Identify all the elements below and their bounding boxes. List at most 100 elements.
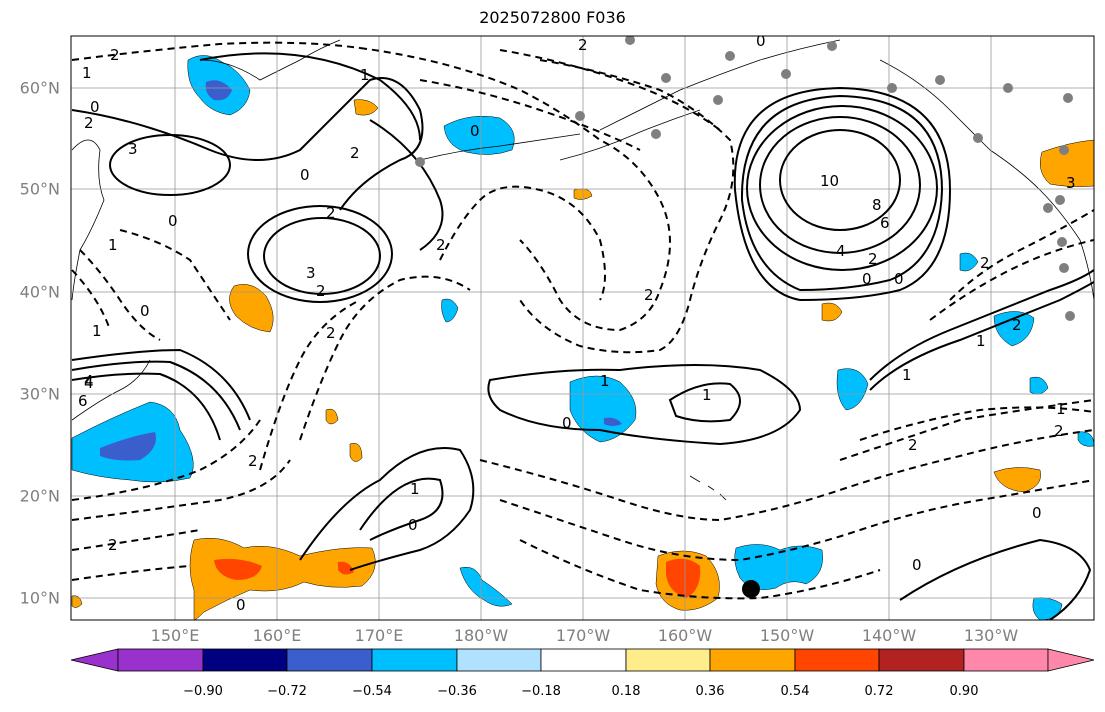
contour-central-inner <box>668 382 741 423</box>
colorbar-segment <box>456 648 542 672</box>
station-marker <box>781 69 791 79</box>
station-marker <box>827 41 837 51</box>
contour-negative <box>119 229 231 321</box>
station-marker <box>713 95 723 105</box>
lat-label-30n: 30°N <box>19 384 60 404</box>
contour-negative <box>359 47 671 332</box>
contour-label: 0 <box>90 98 100 116</box>
contour-label: 2 <box>248 452 258 470</box>
station-marker <box>1057 237 1067 247</box>
contour-west-jet <box>71 372 221 441</box>
contour-label: 2 <box>980 254 990 272</box>
colorbar-tick-label: −0.54 <box>352 684 392 699</box>
station-marker <box>625 36 635 45</box>
contour-label: 1 <box>360 66 370 84</box>
contour-label: 1 <box>976 332 986 350</box>
contour-high-center <box>779 129 901 231</box>
contour-west-low <box>247 205 393 303</box>
colorbar-segment <box>709 648 796 672</box>
contour-negative <box>499 49 721 131</box>
contour-label: 1 <box>82 64 92 82</box>
contour-label: 10 <box>820 172 839 190</box>
contour-negative <box>79 249 161 341</box>
solid-contours <box>71 52 1094 620</box>
positive-anomaly-patch <box>229 284 274 333</box>
lat-label-40n: 40°N <box>19 282 60 302</box>
contour-northwest <box>199 52 421 141</box>
positive-anomaly-patch <box>993 467 1041 493</box>
contour-label: 2 <box>326 324 336 342</box>
coastline-alaska-peninsula <box>559 109 701 161</box>
lon-label-180w: 180°W <box>453 626 509 645</box>
strong-positive-anomaly-patch <box>666 558 701 598</box>
negative-anomaly-patch <box>993 311 1035 347</box>
contour-high-ring <box>759 116 921 254</box>
strong-negative-anomaly-patch <box>604 417 622 426</box>
contour-label: 2 <box>316 282 326 300</box>
contour-label: 4 <box>84 374 94 392</box>
contour-label: 1 <box>1056 400 1066 418</box>
negative-anomaly-patch <box>836 368 869 411</box>
contour-label: 0 <box>912 556 922 574</box>
contour-high-ring <box>746 105 938 271</box>
contour-negative <box>71 41 361 61</box>
lat-label-20n: 20°N <box>19 486 60 506</box>
contour-negative <box>519 59 735 354</box>
chart-title: 2025072800 F036 <box>479 8 626 27</box>
colorbar-tick-label: 0.36 <box>695 684 725 699</box>
positive-anomaly-patch <box>71 595 83 608</box>
lon-label-170w: 170°W <box>555 626 611 645</box>
station-marker <box>887 83 897 93</box>
contour-label: 6 <box>78 392 88 410</box>
colorbar-extend-low <box>70 648 119 672</box>
contour-label: 2 <box>110 46 120 64</box>
contour-negative <box>71 419 261 501</box>
contour-label: 1 <box>92 322 102 340</box>
graticule <box>71 36 1094 620</box>
colorbar-segment <box>202 648 288 672</box>
station-marker <box>1043 203 1053 213</box>
colorbar-segment <box>286 648 373 672</box>
negative-anomaly-patch <box>569 375 637 443</box>
contour-negative <box>299 275 471 441</box>
negative-anomaly-patch <box>1077 431 1094 447</box>
colorbar-segment <box>963 648 1049 672</box>
contour-label: 0 <box>894 270 904 288</box>
map-plot-area: 2 1 0 2 3 2 0 2 1 0 4 2 0 0 1 2 0 2 10 8… <box>71 36 1094 620</box>
contour-label: 0 <box>862 270 872 288</box>
coastline-alaska <box>599 39 841 131</box>
contour-negative <box>499 479 1094 562</box>
lat-label-10n: 10°N <box>19 588 60 608</box>
lon-label-170e: 170°E <box>354 626 404 645</box>
contour-negative <box>71 529 201 551</box>
contour-high-outer <box>733 86 952 302</box>
station-marker <box>973 133 983 143</box>
coastline-asia <box>71 139 105 301</box>
colorbar-segment <box>794 648 880 672</box>
contour-label: 3 <box>1066 174 1076 192</box>
colorbar-tick-label: 0.54 <box>780 684 810 699</box>
contour-subtropical <box>299 447 475 571</box>
contour-label: 2 <box>108 536 118 554</box>
station-marker <box>725 51 735 61</box>
strong-negative-anomaly-patch <box>100 432 156 461</box>
positive-anomaly-patch <box>349 443 363 462</box>
map-frame <box>70 35 1095 621</box>
negative-anomaly-patch <box>959 252 979 272</box>
contour-label: 2 <box>908 436 918 454</box>
contour-west-jet <box>71 348 251 421</box>
colorbar-tick-label: −0.72 <box>267 684 307 699</box>
contour-high-outer <box>740 94 944 292</box>
contour-label: 3 <box>306 264 316 282</box>
coastline-japan <box>71 359 151 421</box>
colorbar-extend-high <box>1047 648 1095 672</box>
contour-negative <box>419 79 641 151</box>
coastline-kamchatka <box>199 39 341 81</box>
contour-west-jet <box>71 360 241 431</box>
strong-positive-anomaly-patch <box>214 558 262 580</box>
station-marker <box>1055 195 1065 205</box>
shaded-regions <box>71 55 1094 620</box>
contour-negative <box>859 406 1094 441</box>
station-markers <box>415 36 1075 321</box>
